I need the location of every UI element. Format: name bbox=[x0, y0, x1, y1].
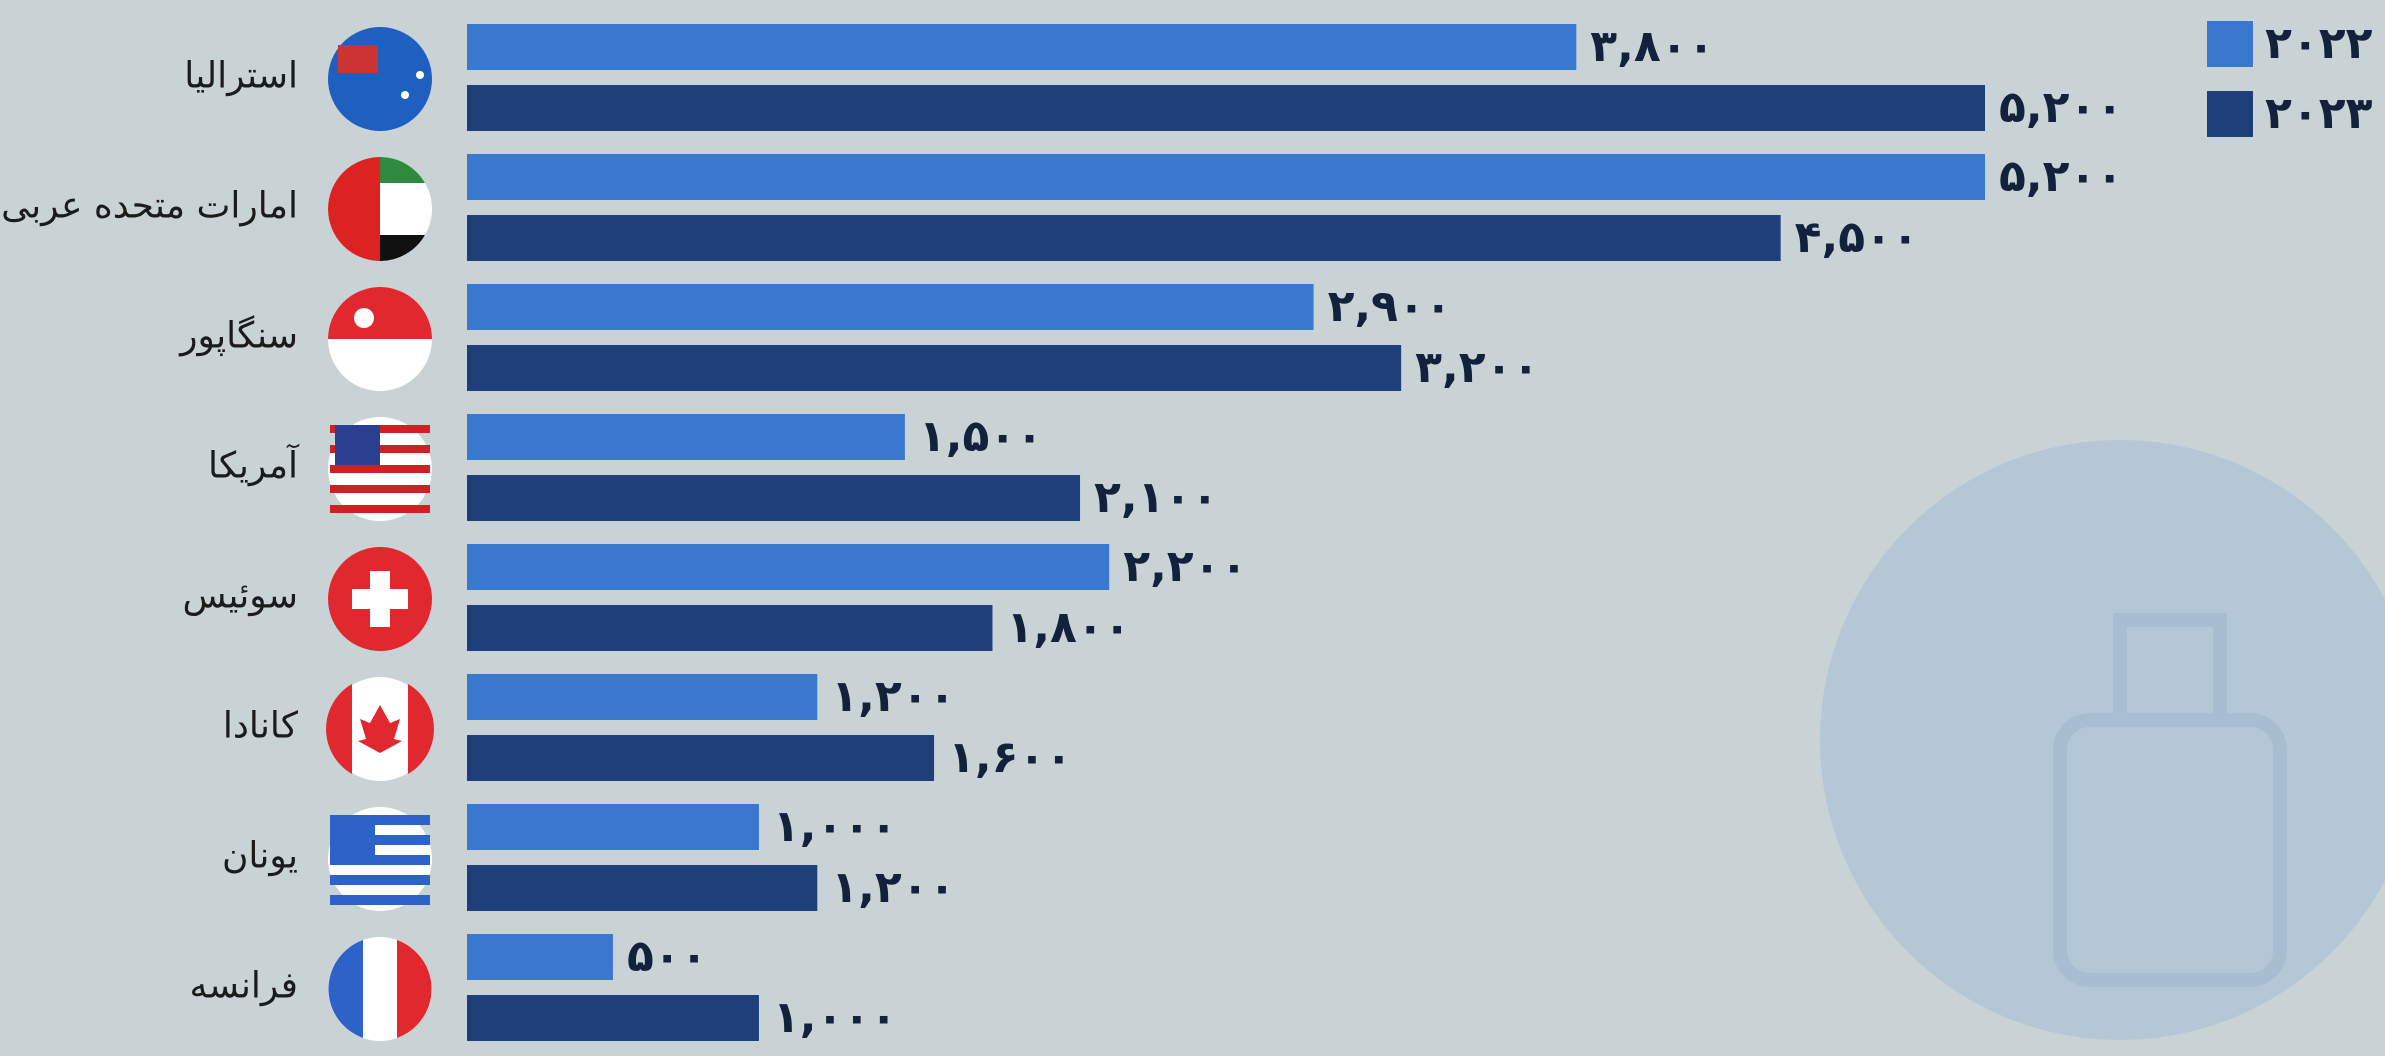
value-label: ۵,۲۰۰ bbox=[1999, 151, 2123, 202]
bar bbox=[467, 804, 759, 850]
bar bbox=[467, 85, 1985, 131]
category-label: امارات متحده عربی bbox=[1, 186, 298, 227]
value-label: ۱,۰۰۰ bbox=[773, 801, 897, 852]
bar bbox=[467, 995, 759, 1041]
flag-switzerland bbox=[328, 547, 432, 651]
value-label: ۲,۲۰۰ bbox=[1123, 541, 1247, 592]
value-label: ۱,۶۰۰ bbox=[948, 732, 1072, 783]
value-label: ۳,۸۰۰ bbox=[1590, 21, 1714, 72]
bar bbox=[467, 345, 1401, 391]
value-label: ۱,۲۰۰ bbox=[831, 862, 955, 913]
legend-swatch bbox=[2207, 91, 2253, 137]
flag-greece bbox=[328, 807, 432, 911]
flags bbox=[326, 27, 434, 1041]
value-label: ۳,۲۰۰ bbox=[1415, 342, 1539, 393]
bar bbox=[467, 735, 934, 781]
value-label: ۱,۸۰۰ bbox=[1006, 602, 1130, 653]
category-label: سوئیس bbox=[182, 576, 298, 617]
flag-usa bbox=[328, 417, 432, 521]
category-label: یونان bbox=[222, 836, 298, 877]
watermark bbox=[1820, 440, 2385, 1040]
flag-uae bbox=[328, 157, 432, 261]
flag-singapore bbox=[328, 287, 432, 391]
bar bbox=[467, 414, 905, 460]
bar bbox=[467, 544, 1109, 590]
value-label: ۵,۲۰۰ bbox=[1999, 82, 2123, 133]
bar bbox=[467, 284, 1314, 330]
value-label: ۴,۵۰۰ bbox=[1795, 212, 1919, 263]
bar bbox=[467, 934, 613, 980]
value-label: ۵۰۰ bbox=[627, 931, 708, 982]
legend-label: ۲۰۲۳ bbox=[2265, 88, 2373, 139]
bar bbox=[467, 24, 1576, 70]
bar bbox=[467, 475, 1080, 521]
value-label: ۱,۲۰۰ bbox=[831, 671, 955, 722]
category-label: کانادا bbox=[223, 706, 299, 747]
bar bbox=[467, 865, 817, 911]
legend-swatch bbox=[2207, 21, 2253, 67]
bar bbox=[467, 215, 1781, 261]
flag-canada bbox=[326, 677, 434, 781]
bar bbox=[467, 154, 1985, 200]
bar bbox=[467, 605, 992, 651]
flag-australia bbox=[328, 27, 432, 131]
category-label: آمریکا bbox=[208, 443, 300, 487]
category-label: سنگاپور bbox=[178, 315, 298, 357]
value-label: ۱,۵۰۰ bbox=[919, 411, 1043, 462]
category-label: فرانسه bbox=[189, 966, 298, 1007]
bar bbox=[467, 674, 817, 720]
flag-france bbox=[328, 937, 432, 1041]
value-label: ۲,۱۰۰ bbox=[1094, 472, 1218, 523]
value-label: ۱,۰۰۰ bbox=[773, 992, 897, 1043]
value-label: ۲,۹۰۰ bbox=[1328, 281, 1452, 332]
chart: استرالیا ۳,۸۰۰ ۵,۲۰۰ امارات متحده عربی ۵,۲۰۰… bbox=[0, 0, 2385, 1056]
category-label: استرالیا bbox=[184, 56, 298, 97]
page: {"chart_data": {"type": "hbar", "categor… bbox=[0, 0, 2385, 1056]
legend-label: ۲۰۲۲ bbox=[2265, 18, 2373, 69]
